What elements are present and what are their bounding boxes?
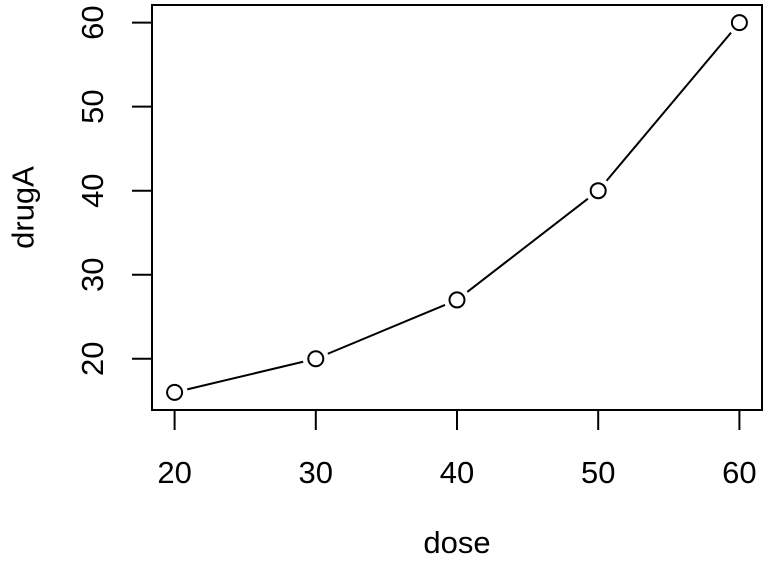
series-segment xyxy=(187,360,304,391)
series-segment xyxy=(327,304,446,355)
data-point-marker xyxy=(166,383,184,401)
plot-border xyxy=(151,4,763,411)
data-point-marker xyxy=(589,182,607,200)
y-tick-label: 40 xyxy=(75,173,110,207)
data-point-marker xyxy=(307,350,325,368)
y-tick-label: 20 xyxy=(75,342,110,376)
x-tick-label: 50 xyxy=(581,455,615,490)
x-axis-label: dose xyxy=(423,525,491,560)
y-axis-label: drugA xyxy=(5,166,41,249)
y-tick-label: 50 xyxy=(75,89,110,123)
x-tick-label: 60 xyxy=(722,455,756,490)
data-point-marker xyxy=(448,291,466,309)
x-tick-label: 30 xyxy=(299,455,333,490)
x-tick-label: 20 xyxy=(157,455,191,490)
x-tick-label: 40 xyxy=(440,455,474,490)
y-tick-label: 60 xyxy=(75,5,110,39)
data-point-marker xyxy=(730,14,748,32)
series-segment xyxy=(605,31,732,182)
y-tick-label: 30 xyxy=(75,257,110,291)
series-segment xyxy=(466,197,589,293)
